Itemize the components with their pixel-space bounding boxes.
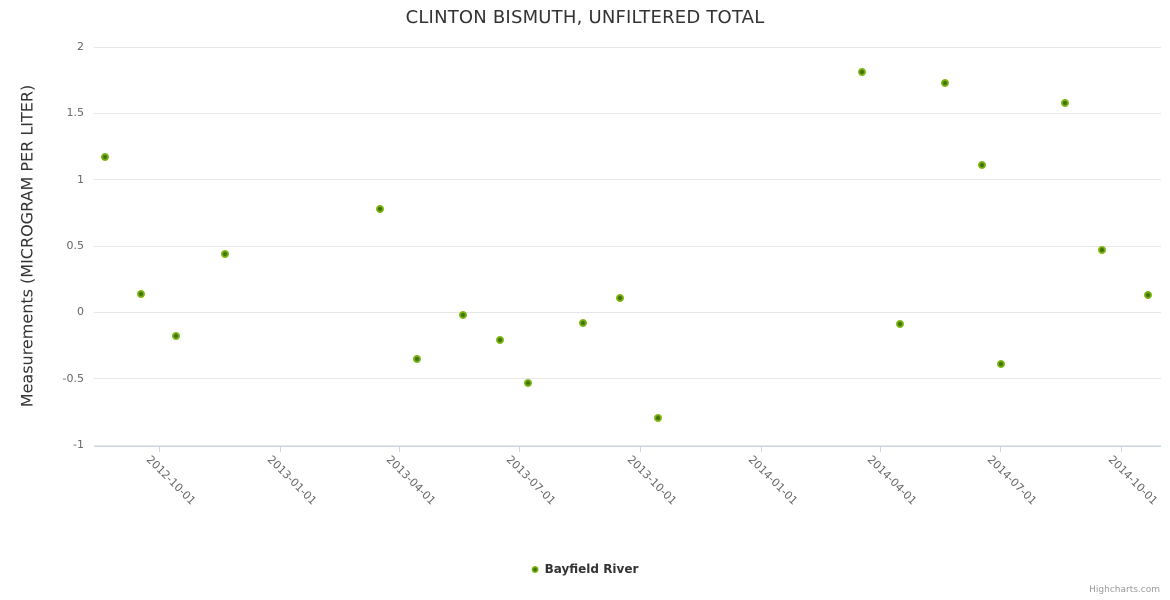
grid-line [94, 444, 1161, 446]
scatter-point[interactable] [137, 289, 146, 298]
x-axis-tick-mark [158, 446, 160, 452]
scatter-point[interactable] [997, 360, 1006, 369]
scatter-point[interactable] [1143, 291, 1152, 300]
scatter-point[interactable] [220, 249, 229, 258]
x-axis-tick-mark [880, 446, 882, 452]
x-axis-tick-mark [279, 446, 281, 452]
x-axis-tick-mark [1121, 446, 1123, 452]
y-axis-label: -0.5 [62, 371, 84, 385]
grid-line [94, 378, 1161, 380]
scatter-point[interactable] [895, 320, 904, 329]
scatter-point[interactable] [940, 78, 949, 87]
x-axis-label: 2013-10-01 [624, 453, 680, 508]
x-axis-tick-mark [1000, 446, 1002, 452]
x-axis-label: 2013-07-01 [503, 453, 558, 508]
x-axis-label: 2014-07-01 [984, 453, 1040, 508]
credits-link[interactable]: Highcharts.com [1089, 585, 1160, 595]
x-axis-label: 2012-10-01 [143, 453, 198, 508]
scatter-point[interactable] [1097, 245, 1106, 254]
x-axis-tick-mark [761, 446, 763, 452]
y-axis-label: 0.5 [66, 239, 85, 252]
scatter-point[interactable] [459, 310, 468, 319]
grid-line [94, 46, 1161, 48]
x-axis-label: 2014-04-01 [864, 453, 920, 508]
legend-item-bayfield-river[interactable]: Bayfield River [531, 562, 639, 576]
x-axis-label: 2013-01-01 [264, 453, 320, 508]
y-axis-label: -1 [73, 438, 84, 451]
grid-line [94, 311, 1161, 313]
grid-line [94, 245, 1161, 247]
grid-line [94, 179, 1161, 181]
y-axis-label: 1 [77, 172, 84, 186]
legend-label: Bayfield River [544, 562, 639, 576]
scatter-point[interactable] [171, 332, 180, 341]
y-axis-label: 2 [77, 40, 84, 53]
scatter-point[interactable] [413, 354, 422, 363]
x-axis-label: 2014-10-01 [1106, 453, 1161, 508]
y-axis-label: 1.5 [66, 106, 85, 120]
scatter-point[interactable] [654, 414, 663, 423]
legend-marker-icon [531, 565, 539, 573]
x-axis-tick-mark [640, 446, 642, 452]
grid-line [94, 112, 1161, 114]
chart-title: CLINTON BISMUTH, UNFILTERED TOTAL [405, 7, 765, 28]
x-axis-label: 2013-04-01 [383, 453, 438, 508]
scatter-point[interactable] [977, 161, 986, 170]
x-axis-tick-mark [518, 446, 520, 452]
scatter-point[interactable] [857, 68, 866, 77]
scatter-point[interactable] [579, 318, 588, 327]
x-axis-line [94, 445, 1161, 447]
x-axis-tick-mark [398, 446, 400, 452]
scatter-point[interactable] [496, 336, 505, 345]
scatter-point[interactable] [100, 153, 109, 162]
scatter-point[interactable] [616, 293, 625, 302]
scatter-point[interactable] [523, 378, 532, 387]
scatter-point[interactable] [1060, 98, 1069, 107]
x-axis-label: 2014-01-01 [746, 453, 801, 508]
y-axis-label: 0 [77, 305, 84, 319]
scatter-point[interactable] [376, 204, 385, 213]
